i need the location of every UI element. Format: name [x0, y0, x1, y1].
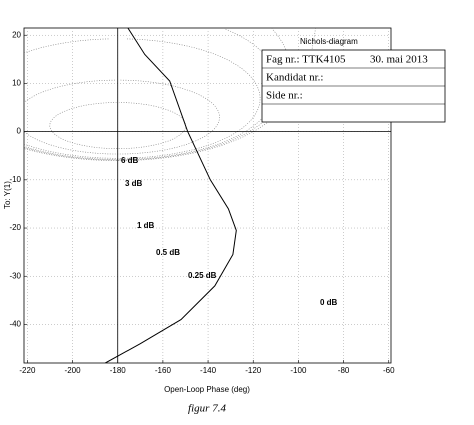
m-contour-label: 1 dB	[137, 221, 155, 230]
x-tick-label: -200	[65, 366, 82, 375]
y-tick-label: -40	[9, 320, 21, 329]
info-page: Side nr.:	[266, 90, 303, 102]
x-tick-label: -80	[338, 366, 350, 375]
info-date: 30. mai 2013	[370, 54, 428, 66]
chart-title: Nichols-diagram	[300, 37, 358, 46]
curve-group	[105, 28, 237, 363]
info-course: Fag nr.: TTK4105	[266, 54, 346, 66]
y-tick-label: -30	[9, 271, 21, 280]
x-tick-label: -160	[155, 366, 172, 375]
x-tick-label: -220	[19, 366, 36, 375]
y-tick-label: 20	[12, 30, 21, 39]
x-tick-label: -100	[290, 366, 307, 375]
m-contour-label: 3 dB	[125, 179, 143, 188]
m-contour-label: 0 dB	[320, 298, 338, 307]
x-tick-label: -140	[200, 366, 217, 375]
m-contour-label: 0.25 dB	[188, 271, 217, 280]
y-axis-label: To: Y(1)	[3, 181, 12, 209]
y-tick-label: -10	[9, 175, 21, 184]
y-tick-label: -20	[9, 223, 21, 232]
caption: figur 7.4	[188, 403, 226, 415]
y-tick-label: 10	[12, 79, 21, 88]
x-tick-label: -120	[245, 366, 262, 375]
info-candidate: Kandidat nr.:	[266, 72, 323, 84]
m-contour-label: 6 dB	[121, 156, 139, 165]
y-tick-label: 0	[17, 127, 22, 136]
x-tick-label: -180	[110, 366, 127, 375]
m-contour-label: 0.5 dB	[156, 248, 180, 257]
nichols-curve	[105, 28, 237, 363]
x-tick-label: -60	[383, 366, 395, 375]
x-axis-label: Open-Loop Phase (deg)	[164, 385, 250, 394]
